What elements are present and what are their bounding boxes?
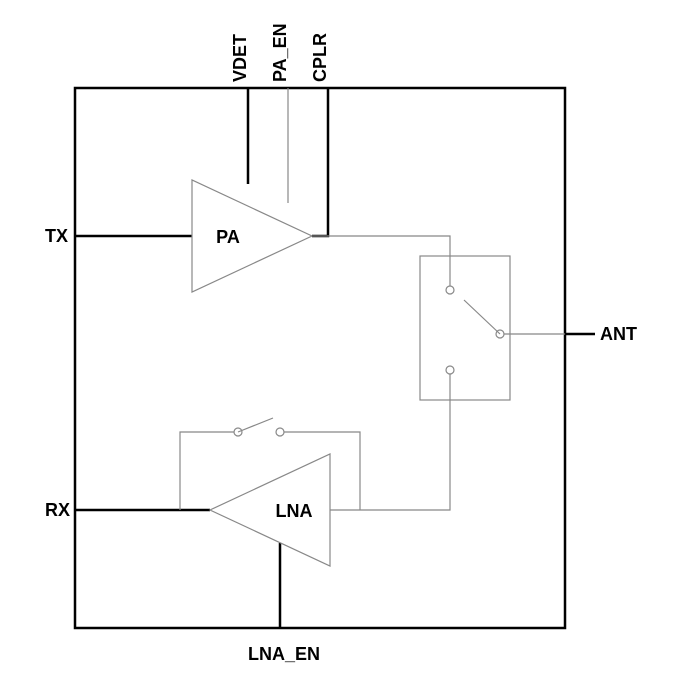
pin-lnaen-label: LNA_EN	[248, 644, 320, 664]
lna-label: LNA	[276, 501, 313, 521]
pin-tx-label: TX	[45, 226, 68, 246]
pin-rx-label: RX	[45, 500, 70, 520]
rf-frontend-diagram: PA LNA TX RX ANT LNA_EN VDET PA_EN CPLR	[0, 0, 673, 685]
pin-ant-label: ANT	[600, 324, 637, 344]
pa-label: PA	[216, 227, 240, 247]
pin-paen-label: PA_EN	[270, 23, 290, 82]
pin-cplr-label: CPLR	[310, 33, 330, 82]
pin-vdet-label: VDET	[230, 34, 250, 82]
ant-switch-box	[420, 256, 510, 400]
